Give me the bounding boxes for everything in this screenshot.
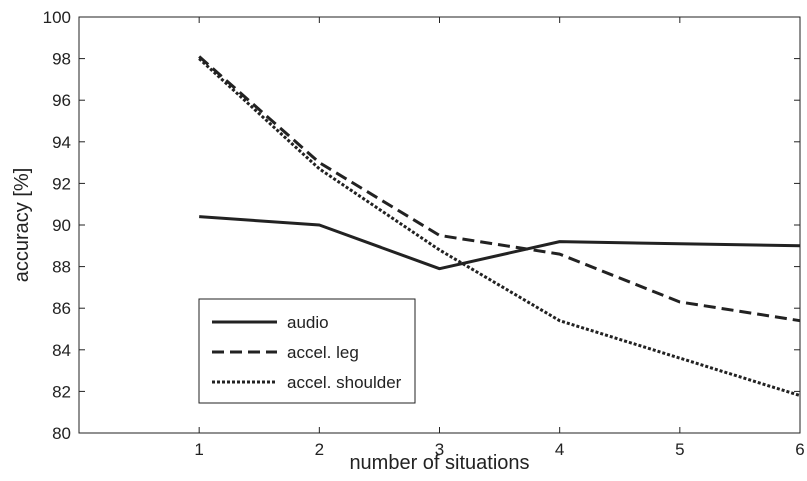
legend-label: accel. leg <box>287 343 359 362</box>
legend: audio accel. leg accel. shoulder <box>198 298 416 404</box>
x-tick-label: 1 <box>194 440 203 459</box>
y-tick-label: 84 <box>52 341 71 360</box>
y-tick-label: 100 <box>43 8 71 27</box>
x-tick-label: 5 <box>675 440 684 459</box>
series-lines <box>198 55 801 397</box>
legend-label: audio <box>287 313 329 332</box>
y-tick-label: 98 <box>52 50 71 69</box>
series-line-accel-leg <box>198 55 801 323</box>
x-tick-label: 3 <box>435 440 444 459</box>
y-tick-label: 94 <box>52 133 71 152</box>
y-tick-label: 90 <box>52 216 71 235</box>
x-axis-ticks: 1 2 3 4 5 6 <box>194 17 805 459</box>
y-tick-label: 88 <box>52 258 71 277</box>
y-tick-label: 92 <box>52 174 71 193</box>
x-tick-label: 4 <box>555 440 564 459</box>
series-line-audio <box>199 215 801 271</box>
y-axis-ticks: 80 82 84 86 88 90 92 94 96 98 100 <box>43 8 800 443</box>
x-axis-label: number of situations <box>349 452 529 474</box>
plot-area <box>78 16 801 434</box>
y-tick-label: 86 <box>52 299 71 318</box>
y-tick-label: 80 <box>52 424 71 443</box>
series-line-accel-shoulder <box>198 57 801 397</box>
legend-label: accel. shoulder <box>287 373 402 392</box>
x-tick-label: 2 <box>315 440 324 459</box>
x-tick-label: 6 <box>795 440 804 459</box>
y-axis-label: accuracy [%] <box>11 168 33 282</box>
y-tick-label: 82 <box>52 382 71 401</box>
y-tick-label: 96 <box>52 91 71 110</box>
